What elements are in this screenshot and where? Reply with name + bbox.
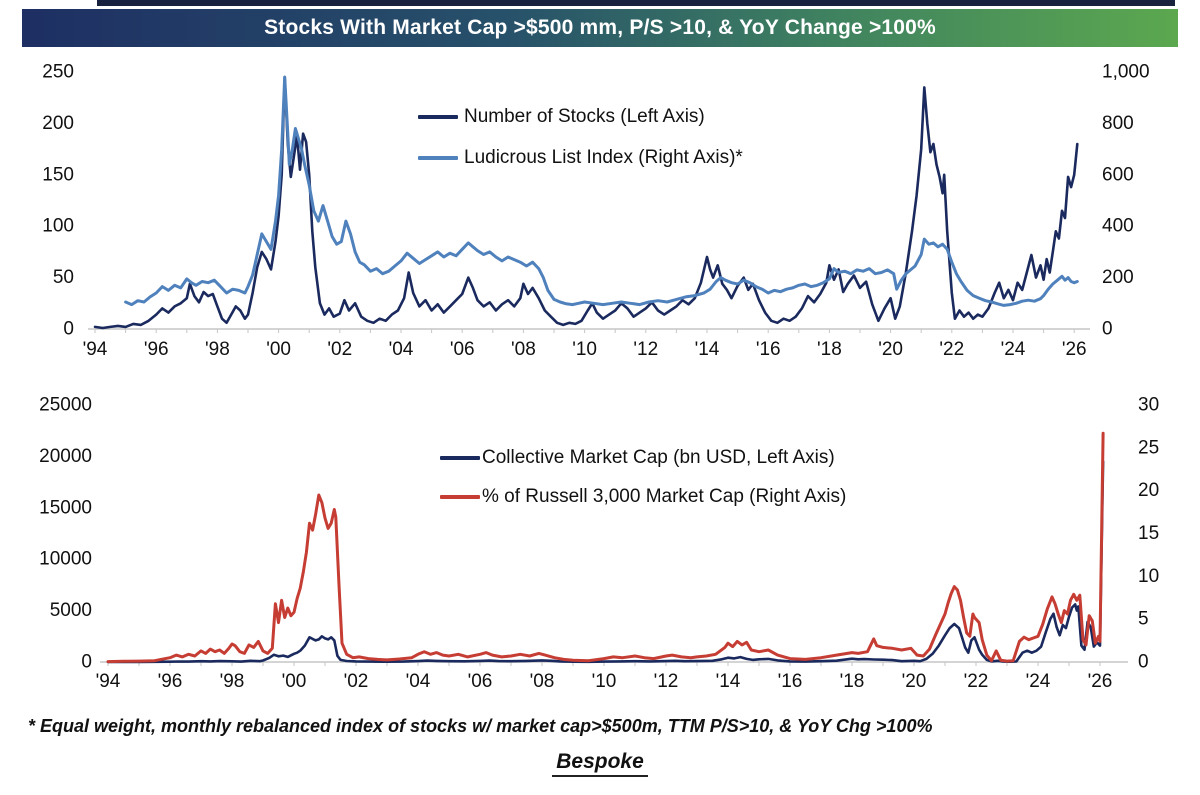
navy-line-swatch-icon — [418, 115, 458, 119]
x-tick-label: '00 — [282, 671, 307, 692]
ludicrous-list-index-line — [124, 75, 1079, 307]
right-axis-tick-label: 800 — [1102, 113, 1134, 134]
x-tick-label: '02 — [327, 339, 352, 360]
x-tick-label: '96 — [158, 671, 183, 692]
pct-of-russell-3000-line — [106, 431, 1105, 664]
left-axis-tick-label: 0 — [63, 319, 74, 340]
right-axis-tick-label: 1,000 — [1102, 62, 1150, 83]
x-tick-label: '26 — [1062, 339, 1087, 360]
right-axis-tick-label: 30 — [1138, 395, 1159, 416]
legend-item-ludicrous-list-index: Ludicrous List Index (Right Axis)* — [418, 147, 743, 169]
x-tick-label: '12 — [654, 671, 679, 692]
bottom-chart-legend: Collective Market Cap (bn USD, Left Axis… — [440, 447, 846, 508]
x-tick-label: '12 — [633, 339, 658, 360]
x-tick-label: '18 — [817, 339, 842, 360]
x-tick-label: '10 — [592, 671, 617, 692]
x-tick-label: '16 — [756, 339, 781, 360]
x-tick-label: '14 — [716, 671, 741, 692]
brand-logo: Bespoke — [552, 750, 648, 777]
top-border-strip — [97, 0, 1175, 6]
left-axis-tick-label: 5000 — [50, 600, 92, 621]
left-axis-tick-label: 10000 — [39, 549, 92, 570]
x-tick-label: '94 — [83, 339, 108, 360]
x-tick-label: '00 — [266, 339, 291, 360]
red-line-swatch-icon — [440, 495, 480, 499]
brand-row: Bespoke — [0, 750, 1200, 777]
x-tick-label: '14 — [695, 339, 720, 360]
right-axis-tick-label: 0 — [1138, 652, 1149, 673]
legend-item-number-of-stocks: Number of Stocks (Left Axis) — [418, 106, 743, 128]
left-axis-tick-label: 100 — [42, 216, 74, 237]
right-axis-tick-label: 15 — [1138, 523, 1159, 544]
left-axis-tick-label: 15000 — [39, 497, 92, 518]
x-tick-label: '96 — [144, 339, 169, 360]
legend-item-pct-russell: % of Russell 3,000 Market Cap (Right Axi… — [440, 486, 846, 508]
chart-title: Stocks With Market Cap >$500 mm, P/S >10… — [264, 16, 936, 39]
x-tick-label: '18 — [840, 671, 865, 692]
x-tick-label: '24 — [1001, 339, 1026, 360]
x-tick-label: '22 — [939, 339, 964, 360]
x-tick-label: '98 — [220, 671, 245, 692]
right-axis-tick-label: 20 — [1138, 480, 1159, 501]
x-tick-label: '26 — [1088, 671, 1113, 692]
left-axis-tick-label: 50 — [53, 267, 74, 288]
x-tick-label: '10 — [572, 339, 597, 360]
legend-label: Collective Market Cap (bn USD, Left Axis… — [482, 447, 835, 468]
x-tick-label: '08 — [511, 339, 536, 360]
legend-item-collective-market-cap: Collective Market Cap (bn USD, Left Axis… — [440, 447, 846, 469]
left-axis-tick-label: 250 — [42, 62, 74, 83]
right-axis-tick-label: 600 — [1102, 164, 1134, 185]
right-axis-tick-label: 0 — [1102, 319, 1113, 340]
right-axis-tick-label: 10 — [1138, 566, 1159, 587]
legend-label: Ludicrous List Index (Right Axis)* — [464, 147, 743, 168]
x-tick-label: '02 — [344, 671, 369, 692]
right-axis-tick-label: 5 — [1138, 609, 1149, 630]
x-tick-label: '16 — [778, 671, 803, 692]
legend-label: Number of Stocks (Left Axis) — [464, 106, 705, 127]
x-tick-label: '24 — [1026, 671, 1051, 692]
x-tick-label: '20 — [902, 671, 927, 692]
left-axis-tick-label: 20000 — [39, 446, 92, 467]
left-axis-tick-label: 0 — [81, 652, 92, 673]
right-axis-tick-label: 400 — [1102, 216, 1134, 237]
x-tick-label: '04 — [406, 671, 431, 692]
x-tick-label: '94 — [96, 671, 121, 692]
right-axis-tick-label: 25 — [1138, 437, 1159, 458]
left-axis-tick-label: 150 — [42, 164, 74, 185]
x-tick-label: '98 — [205, 339, 230, 360]
top-chart-legend: Number of Stocks (Left Axis) Ludicrous L… — [418, 106, 743, 169]
left-axis-tick-label: 200 — [42, 113, 74, 134]
x-tick-label: '22 — [964, 671, 989, 692]
x-tick-label: '08 — [530, 671, 555, 692]
chart-title-banner: Stocks With Market Cap >$500 mm, P/S >10… — [22, 9, 1178, 47]
x-tick-label: '04 — [389, 339, 414, 360]
left-axis-tick-label: 25000 — [39, 395, 92, 416]
legend-label: % of Russell 3,000 Market Cap (Right Axi… — [482, 486, 847, 507]
footnote: * Equal weight, monthly rebalanced index… — [28, 716, 933, 736]
collective-market-cap-line — [106, 460, 1105, 664]
navy-line-swatch-icon — [440, 456, 480, 460]
x-tick-label: '06 — [450, 339, 475, 360]
x-tick-label: '20 — [878, 339, 903, 360]
right-axis-tick-label: 200 — [1102, 267, 1134, 288]
blue-line-swatch-icon — [418, 156, 458, 160]
x-tick-label: '06 — [468, 671, 493, 692]
number-of-stocks-line — [93, 75, 1079, 330]
